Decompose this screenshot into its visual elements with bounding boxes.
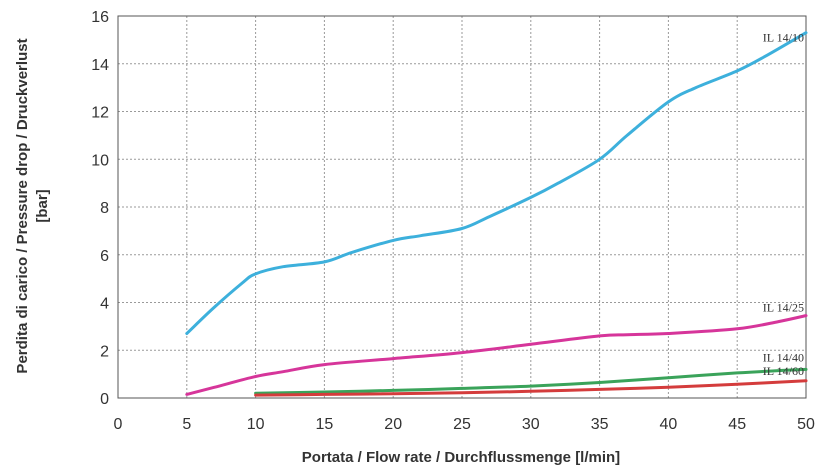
y-axis-title-line2: [bar] <box>34 189 51 222</box>
y-axis-ticks: 0 2 4 6 8 10 12 14 16 <box>91 9 109 408</box>
y-tick-label: 8 <box>100 200 109 217</box>
x-tick-label: 40 <box>660 416 678 433</box>
x-tick-label: 25 <box>453 416 471 433</box>
x-tick-label: 30 <box>522 416 540 433</box>
series-label-3: IL 14/40 <box>763 350 804 364</box>
x-tick-label: 5 <box>182 416 191 433</box>
y-axis-title-line1: Perdita di carico / Pressure drop / Druc… <box>14 38 31 373</box>
series-line-2 <box>185 314 808 396</box>
plot-frame <box>117 15 807 399</box>
x-tick-label: 50 <box>797 416 815 433</box>
x-axis-title: Portata / Flow rate / Durchflussmenge [l… <box>302 449 620 466</box>
x-tick-label: 15 <box>316 416 334 433</box>
y-tick-label: 6 <box>100 248 109 265</box>
x-axis-ticks: 0 5 10 15 20 25 30 35 40 45 50 <box>114 416 815 433</box>
y-tick-label: 2 <box>100 343 109 360</box>
x-tick-label: 20 <box>384 416 402 433</box>
series-line-1 <box>185 31 808 335</box>
series-label-1: IL 14/10 <box>763 31 804 45</box>
series-line-3 <box>254 367 808 395</box>
series-line-4 <box>254 379 808 397</box>
series-label-4: IL 14/60 <box>763 364 804 378</box>
series-label-2: IL 14/25 <box>763 301 804 315</box>
y-tick-label: 10 <box>91 152 109 169</box>
grid <box>118 16 806 398</box>
y-tick-label: 14 <box>91 57 109 74</box>
y-tick-label: 16 <box>91 9 109 26</box>
y-tick-label: 12 <box>91 105 109 122</box>
x-tick-label: 35 <box>591 416 609 433</box>
x-tick-label: 10 <box>247 416 265 433</box>
y-tick-label: 4 <box>100 296 109 313</box>
x-tick-label: 0 <box>114 416 123 433</box>
series-lines <box>185 31 808 397</box>
x-tick-label: 45 <box>728 416 746 433</box>
y-tick-label: 0 <box>100 391 109 408</box>
